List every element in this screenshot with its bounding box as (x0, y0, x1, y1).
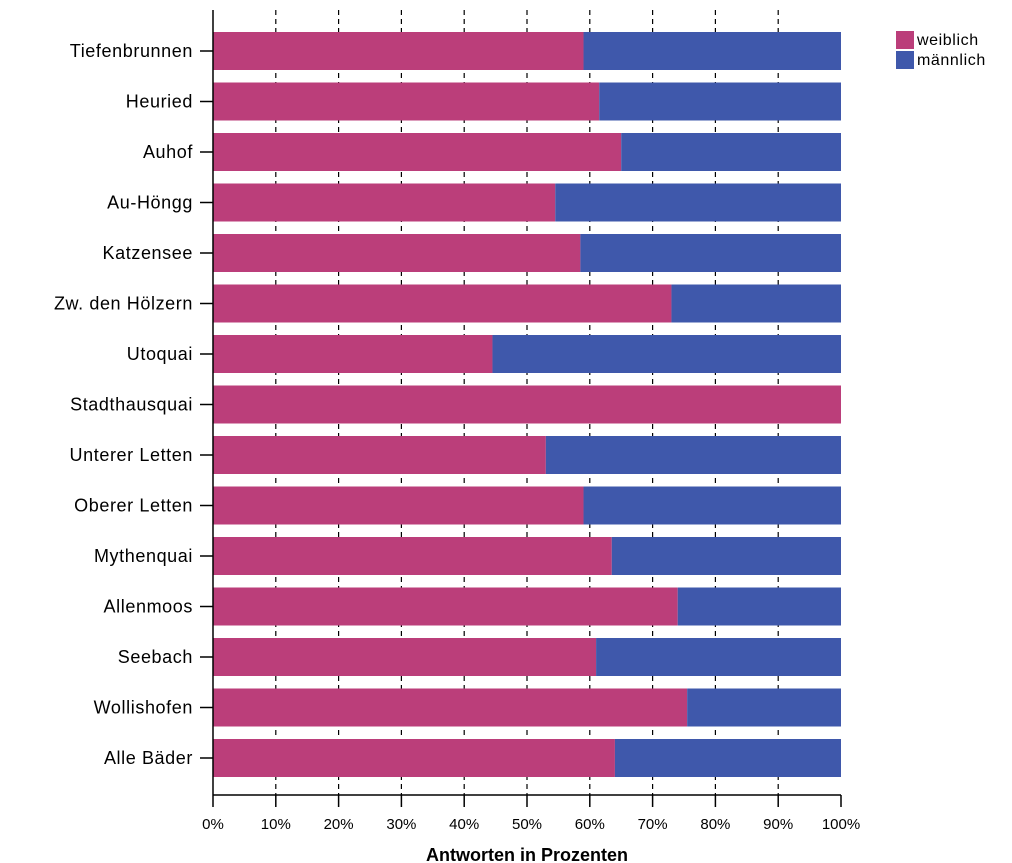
bar-male-2 (621, 133, 841, 171)
category-label: Seebach (118, 647, 193, 667)
bar-female-8 (213, 436, 546, 474)
bar-male-0 (583, 32, 841, 70)
bar-male-13 (687, 688, 841, 727)
bar-female-0 (213, 32, 584, 70)
category-label: Auhof (143, 142, 193, 162)
bar-male-14 (614, 739, 841, 777)
legend-swatch-0 (896, 31, 914, 49)
bar-male-9 (583, 486, 841, 525)
bar-male-4 (580, 234, 841, 272)
bar-female-11 (213, 587, 678, 626)
bar-female-9 (213, 486, 584, 525)
x-tick-label: 0% (202, 816, 224, 833)
x-tick-label: 60% (575, 816, 605, 833)
category-label: Tiefenbrunnen (70, 41, 193, 61)
category-label: Utoquai (127, 344, 193, 364)
bar-female-13 (213, 688, 688, 727)
category-label: Au-Höngg (107, 193, 193, 213)
bar-male-6 (492, 335, 841, 373)
x-tick-label: 50% (512, 816, 542, 833)
x-tick-label: 20% (324, 816, 354, 833)
bar-male-10 (611, 537, 841, 575)
bar-male-3 (555, 183, 841, 222)
x-tick-label: 40% (449, 816, 479, 833)
bar-female-4 (213, 234, 581, 272)
bar-female-12 (213, 638, 597, 676)
legend-swatch-1 (896, 51, 914, 69)
category-label: Unterer Letten (70, 445, 193, 465)
category-label: Heuried (126, 92, 193, 112)
bar-female-5 (213, 284, 672, 323)
bars (213, 32, 841, 777)
category-label: Wollishofen (94, 698, 193, 718)
bar-female-3 (213, 183, 556, 222)
bar-female-2 (213, 133, 622, 171)
bar-male-5 (671, 284, 841, 323)
bar-female-7 (213, 385, 841, 424)
legend-label-1: männlich (917, 52, 986, 69)
bar-male-8 (545, 436, 841, 474)
x-tick-label: 80% (700, 816, 730, 833)
category-label: Stadthausquai (70, 395, 193, 415)
legend-label-0: weiblich (916, 32, 979, 49)
bar-female-10 (213, 537, 612, 575)
category-axis: Tiefenbrunnen Heuried Auhof Au-Höngg Katzens… (54, 10, 214, 795)
x-tick-label: 100% (822, 816, 860, 833)
x-axis-title: Antworten in Prozenten (426, 845, 628, 863)
bar-male-1 (599, 82, 841, 121)
x-tick-label: 30% (386, 816, 416, 833)
category-label: Zw. den Hölzern (54, 294, 193, 314)
bar-female-1 (213, 82, 600, 121)
x-tick-label: 10% (261, 816, 291, 833)
x-tick-label: 90% (763, 816, 793, 833)
bar-female-14 (213, 739, 615, 777)
bar-male-12 (596, 638, 841, 676)
category-label: Alle Bäder (104, 748, 193, 768)
value-axis: 0% 10% 20% 30% 40% 50% 60% 70% 80% 90% 100% (202, 794, 860, 833)
legend: weiblich männlich (896, 31, 986, 69)
x-tick-label: 70% (638, 816, 668, 833)
category-label: Katzensee (103, 243, 193, 263)
category-label: Allenmoos (104, 597, 193, 617)
category-label: Oberer Letten (74, 496, 193, 516)
category-label: Mythenquai (94, 546, 193, 566)
bar-male-11 (677, 587, 841, 626)
bar-female-6 (213, 335, 493, 373)
